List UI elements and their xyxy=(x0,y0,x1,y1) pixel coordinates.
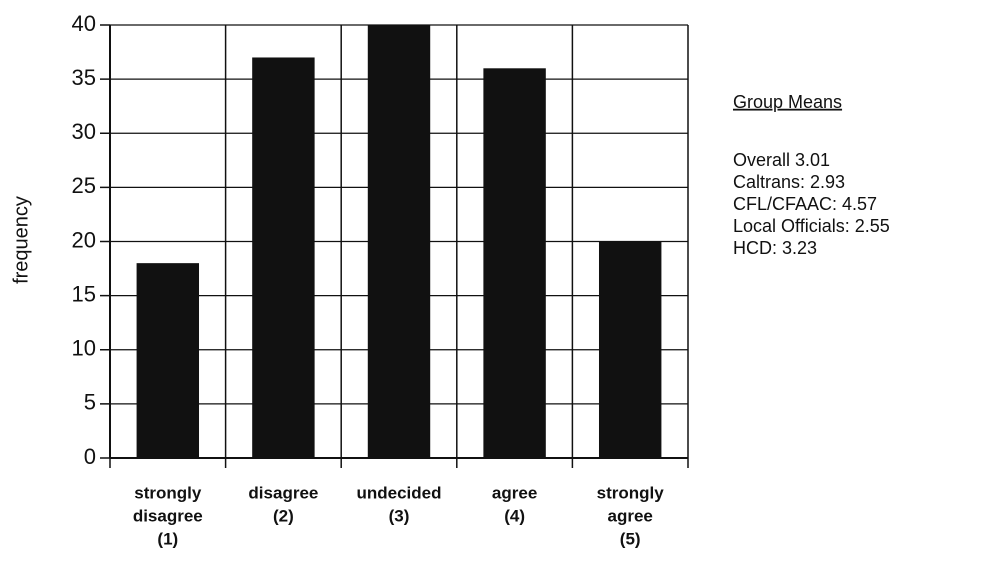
x-tick-label: (2) xyxy=(273,506,294,525)
y-tick-label: 40 xyxy=(72,11,96,36)
x-tick-label: disagree xyxy=(248,483,318,502)
y-tick-label: 35 xyxy=(72,65,96,90)
bar xyxy=(367,25,431,458)
bar xyxy=(598,241,662,458)
y-tick-label: 30 xyxy=(72,119,96,144)
bar xyxy=(483,68,546,459)
x-tick-label: (3) xyxy=(389,506,410,525)
x-tick-label: (1) xyxy=(157,529,178,548)
group-means-title: Group Means xyxy=(733,92,842,112)
x-tick-label: agree xyxy=(608,506,653,525)
bar xyxy=(252,57,315,458)
group-mean: Local Officials: 2.55 xyxy=(733,216,890,236)
group-mean: CFL/CFAAC: 4.57 xyxy=(733,194,877,214)
y-tick-label: 10 xyxy=(72,336,96,361)
group-mean: HCD: 3.23 xyxy=(733,238,817,258)
y-tick-label: 5 xyxy=(84,390,96,415)
x-tick-label: undecided xyxy=(356,483,441,502)
y-tick-label: 15 xyxy=(72,281,96,306)
group-mean: Caltrans: 2.93 xyxy=(733,172,845,192)
y-axis-label: frequency xyxy=(10,196,32,284)
x-tick-label: (5) xyxy=(620,529,641,548)
group-mean: Overall 3.01 xyxy=(733,150,830,170)
x-tick-label: strongly xyxy=(597,483,665,502)
x-tick-label: (4) xyxy=(504,506,525,525)
y-tick-label: 0 xyxy=(84,444,96,469)
x-tick-label: agree xyxy=(492,483,537,502)
bar xyxy=(136,263,200,458)
y-tick-label: 20 xyxy=(72,227,96,252)
y-tick-label: 25 xyxy=(72,173,96,198)
x-tick-label: strongly xyxy=(134,483,202,502)
x-tick-label: disagree xyxy=(133,506,203,525)
